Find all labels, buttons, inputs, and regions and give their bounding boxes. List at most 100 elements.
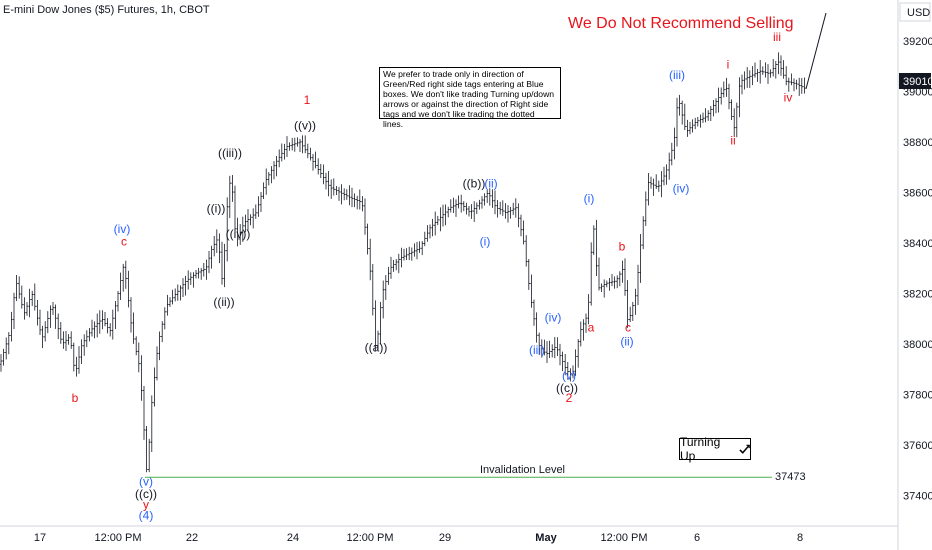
price-bar: [605, 280, 608, 288]
price-bar: [376, 330, 380, 350]
currency-button[interactable]: USD: [899, 2, 931, 22]
price-bar: [493, 190, 497, 215]
price-bar: [213, 235, 216, 257]
price-bar: [226, 197, 229, 262]
price-bar: [200, 267, 203, 280]
price-bar: [161, 321, 164, 343]
price-bar: [278, 149, 281, 168]
price-bar: [106, 318, 109, 334]
price-bar: [283, 143, 286, 160]
price-bar: [330, 179, 333, 199]
price-bar: [64, 331, 68, 352]
y-tick-label: 38400: [903, 238, 932, 250]
wave-label: (ii): [620, 334, 633, 348]
y-tick-label: 39200: [903, 36, 932, 48]
price-bar: [96, 313, 99, 338]
price-bar: [730, 99, 733, 121]
price-bar: [657, 180, 660, 192]
price-bar: [631, 301, 634, 321]
price-bar: [345, 189, 348, 200]
price-bar: [480, 196, 484, 209]
price-bar: [460, 194, 463, 213]
strategy-note: We prefer to trade only in direction of …: [379, 67, 561, 129]
price-bar: [57, 313, 60, 340]
price-bar: [532, 299, 536, 326]
wave-label: b: [72, 391, 79, 405]
price-bar: [766, 64, 770, 84]
price-bar: [522, 220, 525, 245]
wave-label: (4): [139, 509, 154, 523]
price-bar: [525, 235, 528, 267]
price-bar: [571, 365, 575, 379]
price-bar: [298, 138, 302, 152]
price-bar: [707, 110, 710, 121]
price-bar: [408, 246, 411, 261]
price-bar: [660, 171, 663, 198]
price-bar: [267, 172, 270, 186]
price-bar: [782, 60, 785, 79]
wave-label: ((i)): [207, 202, 226, 216]
price-bar: [506, 205, 510, 223]
price-bar: [517, 203, 520, 228]
price-bar: [301, 135, 304, 154]
price-bar: [499, 201, 502, 215]
price-bar: [382, 280, 385, 319]
price-bar: [694, 117, 697, 130]
price-bar: [148, 438, 151, 473]
price-bar: [171, 289, 174, 305]
price-bar: [111, 309, 114, 340]
price-bar: [231, 175, 234, 202]
price-bar: [584, 313, 588, 333]
y-tick-label: 39000: [903, 86, 932, 98]
price-bar: [618, 271, 621, 287]
price-bar: [540, 339, 543, 358]
price-bar: [83, 334, 86, 356]
price-bar: [10, 311, 13, 342]
price-bar: [688, 121, 692, 135]
price-bar: [486, 190, 489, 203]
price-bar: [756, 69, 759, 82]
price-bar: [12, 292, 16, 330]
price-bar: [28, 288, 31, 318]
price-bar: [262, 182, 265, 199]
price-bar: [444, 204, 447, 226]
price-bar: [566, 361, 569, 380]
wave-label: y: [143, 497, 149, 511]
price-bar: [608, 278, 611, 291]
price-bar: [579, 321, 582, 347]
price-bar: [361, 196, 364, 212]
price-bar: [519, 214, 523, 237]
y-axis-ticks: 37400 37600 37800 38000 38200 38400 38600 38800…: [903, 36, 932, 503]
price-bar: [558, 343, 562, 366]
x-tick-label: 12:00 PM: [600, 532, 647, 544]
price-bars: [0, 12, 827, 473]
price-bar: [205, 259, 208, 280]
price-bar: [686, 119, 689, 137]
price-bar: [181, 278, 185, 298]
price-bar: [642, 216, 645, 250]
wave-label: iv: [784, 90, 793, 104]
price-bar: [15, 275, 18, 301]
price-bar: [530, 274, 533, 308]
price-bar: [288, 142, 291, 151]
price-bar: [738, 77, 741, 118]
price-bar: [114, 300, 117, 330]
price-bar: [452, 197, 455, 214]
wave-label: ((v)): [294, 118, 316, 132]
price-bar: [395, 259, 398, 271]
invalidation-label: Invalidation Level: [480, 464, 565, 476]
wave-label: (ii): [484, 176, 497, 190]
price-bar: [590, 242, 593, 306]
price-bar: [470, 204, 473, 219]
price-bar: [712, 100, 715, 117]
wave-label: ((c)): [556, 381, 578, 395]
x-tick-label: 24: [287, 532, 299, 544]
price-bar: [436, 215, 439, 226]
x-tick-label: 6: [694, 532, 700, 544]
price-bar: [662, 166, 666, 186]
price-bar: [124, 260, 127, 289]
price-bar: [210, 245, 213, 269]
wave-label: (iv): [545, 310, 562, 324]
price-bar: [88, 327, 91, 342]
price-bar: [135, 336, 138, 356]
